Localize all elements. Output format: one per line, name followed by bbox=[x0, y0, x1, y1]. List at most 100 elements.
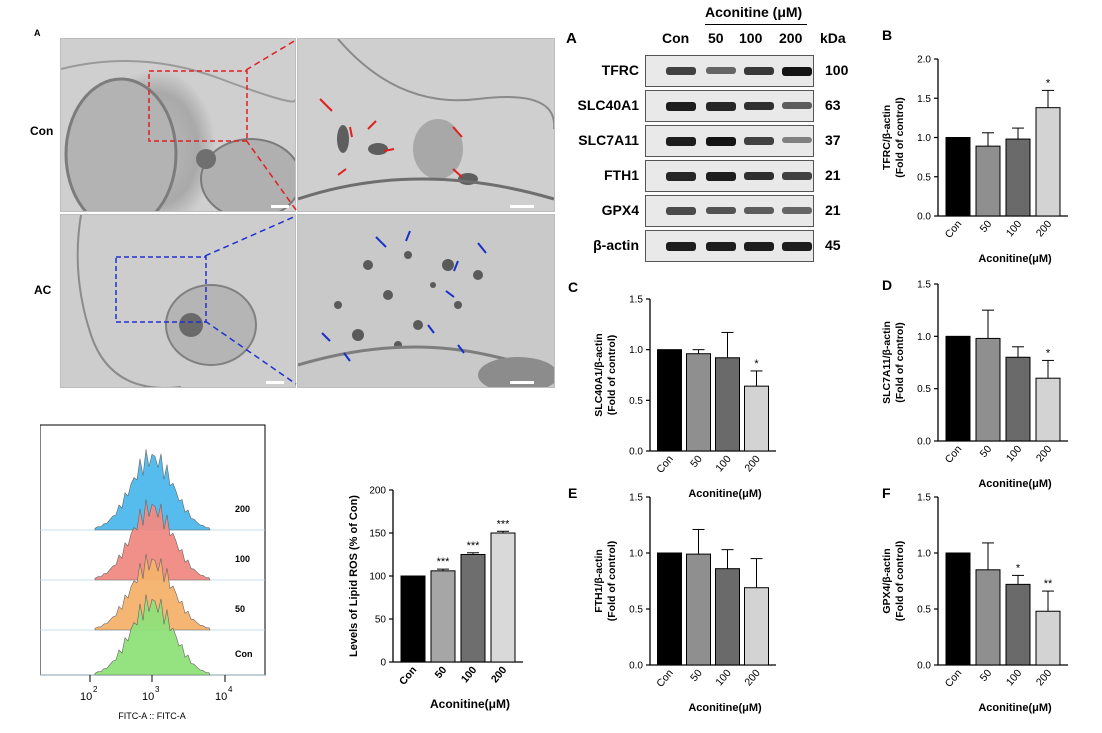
wb-lane-200: 200 bbox=[779, 30, 803, 46]
chart-x-tick-label: Con bbox=[943, 443, 965, 466]
chart-significance: ** bbox=[1044, 578, 1053, 590]
wb-band-strip bbox=[645, 160, 814, 192]
chart-x-tick-label: 50 bbox=[433, 664, 450, 681]
wb-band bbox=[666, 67, 696, 75]
flow-cytometry: 200 100 50 Con 10 2 10 3 10 4 FITC-A :: FITC-A bbox=[39, 420, 280, 728]
flow-x-tick-label: 10 bbox=[80, 691, 92, 703]
chart-x-tick-label: 100 bbox=[459, 664, 480, 685]
chart-y-tick-label: 0.5 bbox=[917, 384, 931, 395]
chart-y-tick-label: 2.0 bbox=[917, 55, 931, 66]
wb-band bbox=[744, 172, 774, 181]
chart-bar bbox=[1005, 138, 1031, 217]
chart-bar bbox=[1005, 583, 1031, 666]
chart-x-tick-label: Con bbox=[654, 453, 676, 476]
chart-panel-letter: D bbox=[882, 277, 892, 293]
wb-band bbox=[782, 172, 812, 180]
wb-treatment-line bbox=[705, 24, 807, 25]
chart-bar bbox=[490, 532, 516, 663]
wb-band bbox=[706, 172, 736, 181]
chart-slc40a1: C 0.0 0.5 1.0 1.5 SLC40A1/β-actin (Fold of con… bbox=[568, 279, 776, 500]
flow-x-tick-label: 10 bbox=[142, 691, 154, 703]
chart-tfrc: B 0.0 0.5 1.0 1.5 2.0 TFRC/β-actin (Fold of con… bbox=[881, 27, 1068, 265]
wb-kda-value: 45 bbox=[825, 237, 841, 253]
wb-band-strip bbox=[645, 55, 814, 87]
flow-series-label: 50 bbox=[235, 604, 245, 614]
chart-bar bbox=[460, 554, 486, 663]
wb-panel-letter: A bbox=[566, 30, 577, 47]
chart-bar bbox=[657, 552, 682, 666]
chart-x-tick-label: 50 bbox=[978, 218, 995, 235]
wb-kda-value: 21 bbox=[825, 202, 841, 218]
chart-y-axis-label: FTH1/β-actin bbox=[593, 549, 605, 613]
chart-x-tick-label: Con bbox=[397, 664, 419, 687]
chart-x-tick-label: Con bbox=[943, 218, 965, 241]
wb-treatment-label: Aconitine (μM) bbox=[705, 4, 803, 20]
wb-band bbox=[744, 242, 774, 251]
chart-y-tick-label: 0.0 bbox=[917, 212, 931, 223]
chart-y-axis-label: (Fold of control) bbox=[606, 541, 618, 621]
chart-bar bbox=[744, 385, 769, 452]
chart-significance: *** bbox=[497, 518, 511, 530]
flow-series-label: 100 bbox=[235, 554, 250, 564]
flow-x-axis-label: FITC-A :: FITC-A bbox=[118, 711, 186, 721]
chart-y-tick-label: 1.0 bbox=[917, 332, 931, 343]
chart-significance: * bbox=[1016, 562, 1021, 574]
chart-bar bbox=[657, 349, 682, 452]
chart-y-tick-label: 0.5 bbox=[629, 396, 643, 407]
western-blot: A Aconitine (μM) Con 50 100 200 kDa TFRC… bbox=[0, 0, 860, 270]
wb-band bbox=[666, 102, 696, 111]
chart-bar bbox=[1005, 356, 1031, 442]
chart-y-tick-label: 0.0 bbox=[629, 447, 643, 458]
chart-bar bbox=[975, 145, 1001, 217]
chart-bar bbox=[975, 569, 1001, 666]
wb-band bbox=[706, 102, 736, 111]
wb-kda-value: 21 bbox=[825, 167, 841, 183]
wb-band bbox=[666, 207, 696, 215]
chart-y-tick-label: 1.0 bbox=[917, 133, 931, 144]
chart-panel-letter: F bbox=[882, 485, 891, 501]
chart-y-axis-label: TFRC/β-actin bbox=[881, 105, 893, 170]
chart-y-tick-label: 0.0 bbox=[917, 437, 931, 448]
chart-x-axis-label: Aconitine(μM) bbox=[978, 702, 1052, 714]
chart-bar bbox=[715, 357, 740, 452]
em-row-label-ac: AC bbox=[34, 283, 52, 297]
wb-kda-header: kDa bbox=[820, 30, 846, 46]
flow-x-tick-exponent: 4 bbox=[228, 685, 233, 694]
chart-significance: *** bbox=[437, 556, 451, 568]
flow-x-tick-exponent: 2 bbox=[93, 685, 98, 694]
chart-x-tick-label: 100 bbox=[713, 453, 734, 474]
chart-x-axis-label: Aconitine(μM) bbox=[978, 478, 1052, 490]
chart-y-tick-label: 1.5 bbox=[629, 493, 643, 504]
wb-protein-label: SLC40A1 bbox=[577, 97, 639, 113]
flow-series-label: 200 bbox=[235, 504, 250, 514]
em-zoom-drawing bbox=[298, 39, 554, 208]
wb-band bbox=[782, 102, 812, 109]
wb-band-strip bbox=[645, 195, 814, 227]
chart-x-axis-label: Aconitine(μM) bbox=[978, 253, 1052, 265]
wb-band-strip bbox=[645, 125, 814, 157]
chart-y-tick-label: 100 bbox=[369, 572, 386, 583]
em-image-ac-zoom bbox=[297, 214, 555, 388]
chart-x-tick-label: 100 bbox=[713, 667, 734, 688]
chart-y-axis-label: (Fold of control) bbox=[606, 335, 618, 415]
chart-x-tick-label: Con bbox=[943, 667, 965, 690]
chart-slc7a11: D 0.0 0.5 1.0 1.5 SLC7A11/β-actin (Fold of con… bbox=[881, 277, 1068, 490]
chart-y-tick-label: 1.5 bbox=[917, 493, 931, 504]
chart-x-axis-label: Aconitine(μM) bbox=[688, 488, 762, 500]
chart-x-tick-label: 200 bbox=[742, 667, 763, 688]
em-panel-letter: A bbox=[34, 28, 41, 38]
wb-band bbox=[706, 207, 736, 215]
flow-x-tick-exponent: 3 bbox=[155, 685, 160, 694]
flow-series-curve bbox=[94, 554, 211, 631]
chart-y-tick-label: 0.0 bbox=[629, 661, 643, 672]
wb-band bbox=[706, 137, 736, 146]
chart-x-axis-label: Aconitine(μM) bbox=[430, 697, 510, 711]
chart-x-tick-label: 50 bbox=[688, 667, 705, 684]
chart-x-tick-label: 200 bbox=[1034, 218, 1055, 239]
chart-lipid-ros: 0 50 100 150 200 Levels of Lipid ROS (% of Co… bbox=[348, 486, 523, 711]
flow-series-curve bbox=[94, 594, 211, 676]
chart-x-tick-label: 200 bbox=[1034, 667, 1055, 688]
wb-lane-con: Con bbox=[662, 30, 690, 46]
chart-bar bbox=[400, 575, 426, 663]
wb-band bbox=[782, 242, 812, 251]
